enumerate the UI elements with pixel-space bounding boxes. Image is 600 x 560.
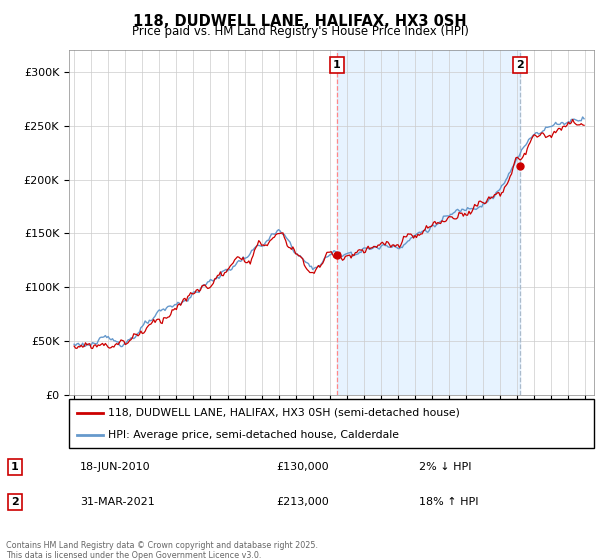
Text: Contains HM Land Registry data © Crown copyright and database right 2025.
This d: Contains HM Land Registry data © Crown c… [6,540,318,560]
Text: Price paid vs. HM Land Registry's House Price Index (HPI): Price paid vs. HM Land Registry's House … [131,25,469,38]
Text: £213,000: £213,000 [276,497,329,507]
Text: 2: 2 [11,497,19,507]
Text: £130,000: £130,000 [276,462,329,472]
Text: 1: 1 [333,60,341,70]
Text: 18% ↑ HPI: 18% ↑ HPI [419,497,478,507]
Bar [337,50,520,395]
Text: 2: 2 [516,60,524,70]
FancyBboxPatch shape [69,399,594,448]
Text: 31-MAR-2021: 31-MAR-2021 [80,497,155,507]
Text: 2% ↓ HPI: 2% ↓ HPI [419,462,472,472]
Text: 18-JUN-2010: 18-JUN-2010 [80,462,151,472]
Text: 118, DUDWELL LANE, HALIFAX, HX3 0SH: 118, DUDWELL LANE, HALIFAX, HX3 0SH [133,14,467,29]
Text: 118, DUDWELL LANE, HALIFAX, HX3 0SH (semi-detached house): 118, DUDWELL LANE, HALIFAX, HX3 0SH (sem… [109,408,460,418]
Text: 1: 1 [11,462,19,472]
Text: HPI: Average price, semi-detached house, Calderdale: HPI: Average price, semi-detached house,… [109,430,400,440]
